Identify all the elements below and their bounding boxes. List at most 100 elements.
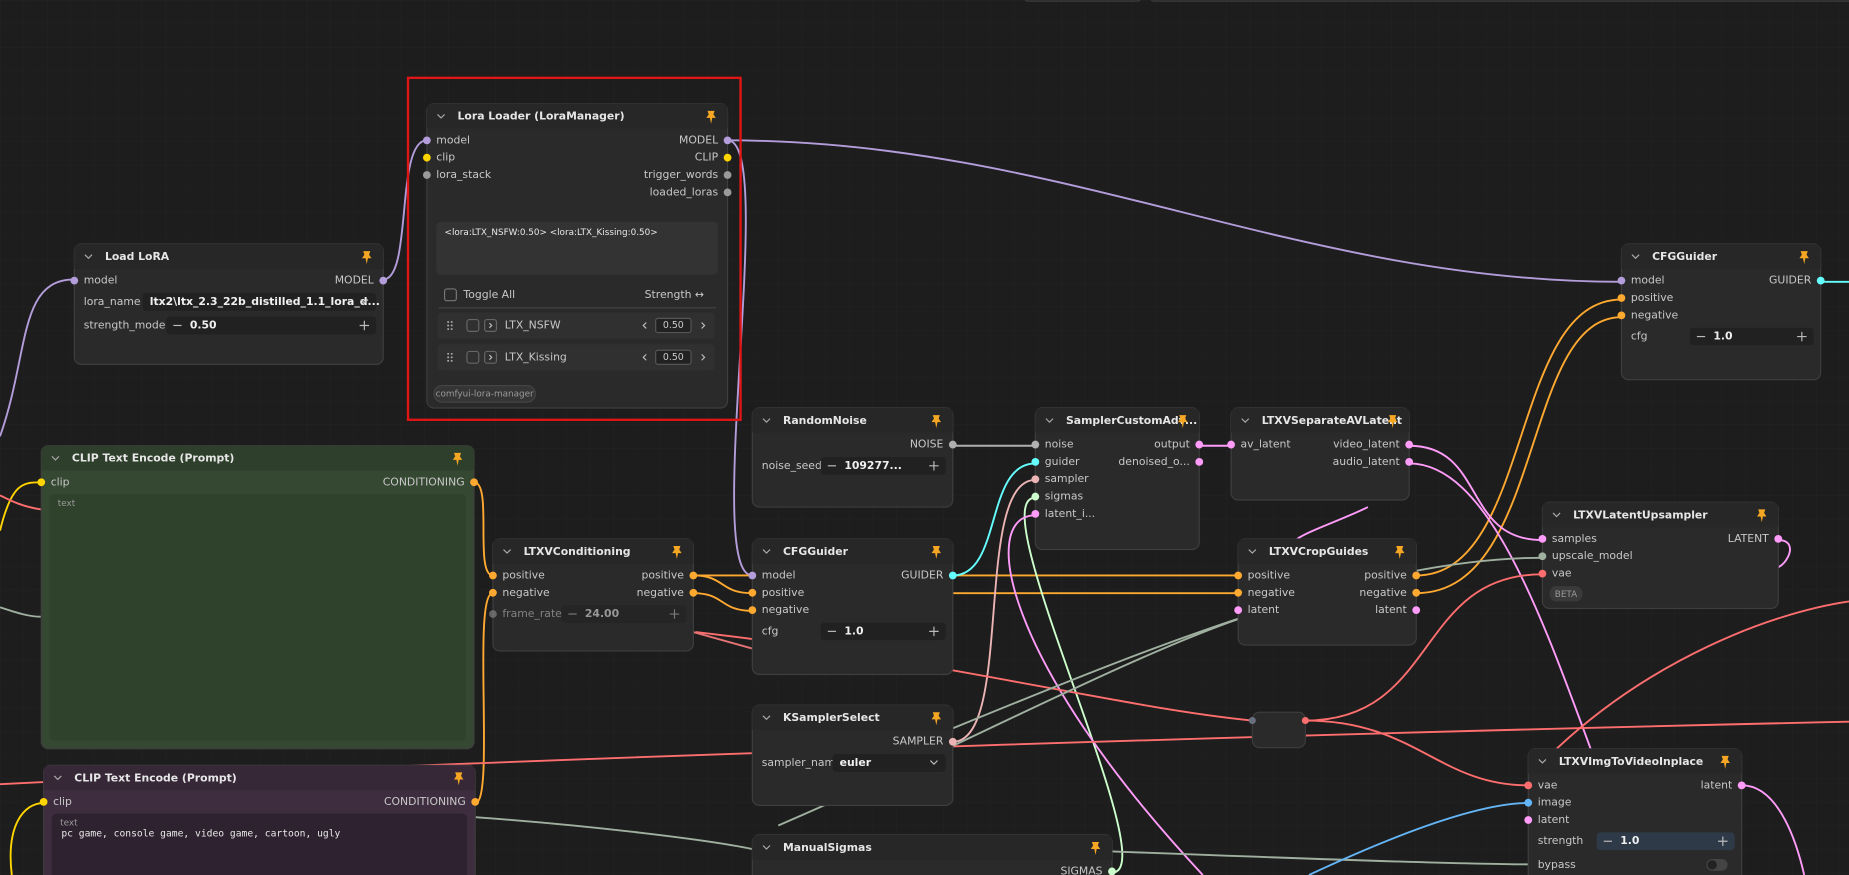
output-socket[interactable] <box>723 136 732 145</box>
lora-checkbox[interactable] <box>466 350 480 364</box>
widget[interactable]: bypass <box>1538 858 1728 871</box>
lora-strength[interactable]: 0.50 <box>663 352 684 363</box>
pin-icon[interactable] <box>1757 509 1767 523</box>
widget[interactable]: cfg 1.0 <box>762 622 946 641</box>
pin-icon[interactable] <box>931 712 942 726</box>
partial-node[interactable] <box>1024 0 1142 2</box>
increment[interactable] <box>929 626 939 637</box>
strength-increase[interactable] <box>701 322 706 329</box>
widget-box[interactable] <box>820 622 946 641</box>
collapse-icon[interactable] <box>1248 549 1257 554</box>
input-socket[interactable] <box>1617 311 1626 320</box>
pin-icon[interactable] <box>1387 415 1398 429</box>
lora-checkbox[interactable] <box>466 318 480 332</box>
input-socket[interactable] <box>1524 781 1533 790</box>
pin-icon[interactable] <box>706 110 716 124</box>
increment[interactable] <box>1797 331 1807 342</box>
widget[interactable]: frame_rate 24.00 <box>489 605 687 623</box>
increment[interactable] <box>669 609 680 619</box>
input-socket[interactable] <box>1031 492 1040 501</box>
input-socket[interactable] <box>1234 571 1243 580</box>
collapse-icon[interactable] <box>762 418 771 424</box>
collapse-icon[interactable] <box>1538 759 1547 764</box>
node[interactable]: RandomNoise NOISE noise_seed 109277... <box>751 407 957 508</box>
input-socket[interactable] <box>1538 552 1547 561</box>
input-socket[interactable] <box>1031 510 1040 518</box>
output-socket[interactable] <box>1412 606 1421 615</box>
collapse-icon[interactable] <box>51 455 60 461</box>
node[interactable]: Load LoRA model MODEL lora_name ltx2\ltx_2.3… <box>70 243 388 365</box>
widget-box[interactable] <box>820 456 946 475</box>
output-socket[interactable] <box>471 797 480 806</box>
toggle-all-checkbox[interactable] <box>443 288 457 302</box>
collapse-icon[interactable] <box>762 845 771 850</box>
partial-node[interactable] <box>1150 0 1849 2</box>
input-socket[interactable] <box>37 478 46 487</box>
widget-box[interactable] <box>142 293 377 311</box>
input-socket[interactable] <box>70 276 79 285</box>
pin-icon[interactable] <box>452 452 463 466</box>
output-socket[interactable] <box>379 276 388 285</box>
node[interactable]: LTXVCropGuides positive negative latent posi… <box>1234 538 1421 646</box>
increment[interactable] <box>1718 836 1728 846</box>
collapse-icon[interactable] <box>437 113 445 119</box>
output-socket[interactable] <box>723 171 732 179</box>
node[interactable]: LTXVLatentUpsampler samples upscale_modelv… <box>1538 501 1783 610</box>
output-socket[interactable] <box>1108 867 1116 875</box>
collapse-icon[interactable] <box>762 715 771 721</box>
input-socket[interactable] <box>1031 475 1040 484</box>
expand-box[interactable] <box>484 318 498 332</box>
input-socket[interactable] <box>422 153 431 162</box>
output-socket[interactable] <box>1737 781 1746 790</box>
strength-increase[interactable] <box>701 353 706 361</box>
node[interactable]: LTXVSeparateAVLatent av_latent video_laten… <box>1227 407 1414 501</box>
pin-icon[interactable] <box>1799 251 1809 265</box>
collapse-icon[interactable] <box>53 775 62 781</box>
input-socket[interactable] <box>1031 440 1040 449</box>
node[interactable]: CLIP Text Encode (Prompt)clip CONDITIONIN… <box>39 764 480 875</box>
widget-box[interactable] <box>166 316 377 335</box>
output-socket[interactable] <box>1412 571 1421 580</box>
widget-box[interactable] <box>1596 832 1735 851</box>
input-socket[interactable] <box>1227 440 1235 449</box>
output-socket[interactable] <box>723 153 732 162</box>
reroute-node[interactable] <box>1248 711 1309 749</box>
pin-icon[interactable] <box>453 772 464 786</box>
collapse-icon[interactable] <box>1045 418 1054 424</box>
output-socket[interactable] <box>470 478 478 487</box>
node[interactable]: Lora Loader (LoraManager) model clip lora_s… <box>422 103 732 409</box>
widget-socket[interactable] <box>489 610 497 618</box>
node[interactable]: LTXVConditioning positive negative positive… <box>489 538 698 652</box>
input-socket[interactable] <box>1538 535 1547 543</box>
widget[interactable]: lora_name ltx2\ltx_2.3_22b_distilled_1.1_… <box>84 293 380 311</box>
pin-icon[interactable] <box>362 251 372 265</box>
node[interactable]: CFGGuider model positive negative GUIDER cfg 1… <box>748 538 957 676</box>
output-socket[interactable] <box>948 440 957 449</box>
lora-row[interactable]: LTX_NSFW 0.50 <box>437 312 715 339</box>
output-socket[interactable] <box>689 571 698 580</box>
pin-icon[interactable] <box>931 545 942 559</box>
node[interactable]: ManualSigmas SIGMAS <box>751 834 1116 875</box>
collapse-icon[interactable] <box>1631 254 1640 260</box>
output-socket[interactable] <box>948 571 957 580</box>
input-socket[interactable] <box>489 588 497 597</box>
widget-box[interactable] <box>1689 327 1814 346</box>
input-socket[interactable] <box>748 588 757 597</box>
pin-icon[interactable] <box>1090 841 1101 855</box>
node[interactable]: CLIP Text Encode (Prompt)clip CONDITIONIN… <box>37 445 478 750</box>
pin-icon[interactable] <box>672 545 682 559</box>
output-socket[interactable] <box>723 188 732 197</box>
input-socket[interactable] <box>1234 588 1243 597</box>
widget[interactable]: cfg 1.0 <box>1631 327 1814 346</box>
lora-text-area[interactable] <box>436 221 719 275</box>
increment[interactable] <box>929 461 939 471</box>
input-socket[interactable] <box>39 797 48 806</box>
collapse-icon[interactable] <box>1241 418 1250 424</box>
output-socket[interactable] <box>948 737 957 746</box>
text-area[interactable] <box>49 494 466 741</box>
output-socket[interactable] <box>1195 458 1204 466</box>
input-socket[interactable] <box>422 136 431 145</box>
